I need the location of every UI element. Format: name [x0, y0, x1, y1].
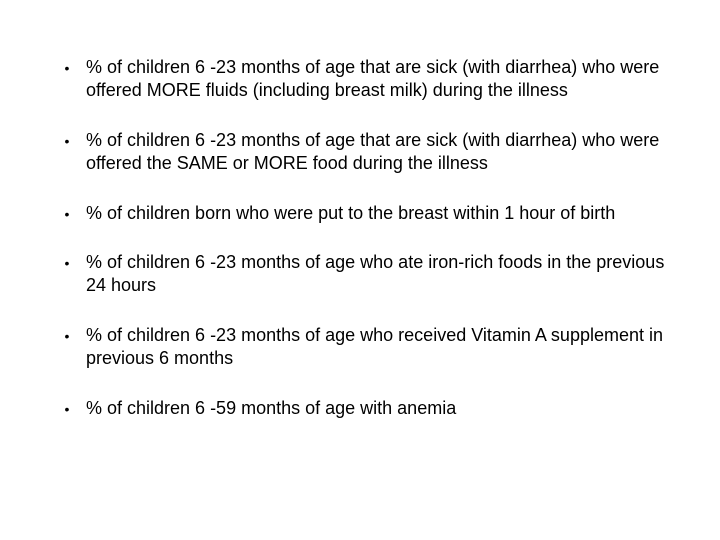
bullet-text: % of children 6 -23 months of age who at… [86, 251, 672, 298]
bullet-text: % of children 6 -23 months of age that a… [86, 129, 672, 176]
bullet-list: • % of children 6 -23 months of age that… [48, 56, 672, 420]
bullet-marker-icon: • [48, 56, 86, 77]
list-item: • % of children 6 -23 months of age who … [48, 251, 672, 298]
bullet-marker-icon: • [48, 202, 86, 223]
list-item: • % of children 6 -23 months of age that… [48, 56, 672, 103]
bullet-text: % of children 6 -23 months of age who re… [86, 324, 672, 371]
list-item: • % of children born who were put to the… [48, 202, 672, 225]
list-item: • % of children 6 -23 months of age who … [48, 324, 672, 371]
list-item: • % of children 6 -23 months of age that… [48, 129, 672, 176]
bullet-text: % of children 6 -59 months of age with a… [86, 397, 672, 420]
bullet-marker-icon: • [48, 397, 86, 418]
list-item: • % of children 6 -59 months of age with… [48, 397, 672, 420]
bullet-marker-icon: • [48, 324, 86, 345]
bullet-text: % of children born who were put to the b… [86, 202, 672, 225]
bullet-marker-icon: • [48, 129, 86, 150]
bullet-marker-icon: • [48, 251, 86, 272]
bullet-text: % of children 6 -23 months of age that a… [86, 56, 672, 103]
